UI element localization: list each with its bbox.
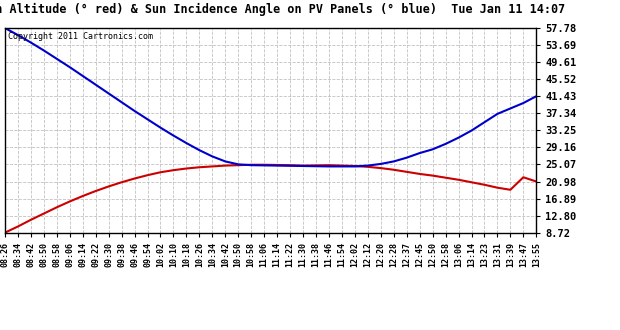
Text: Sun Altitude (° red) & Sun Incidence Angle on PV Panels (° blue)  Tue Jan 11 14:: Sun Altitude (° red) & Sun Incidence Ang… xyxy=(0,3,565,16)
Text: Copyright 2011 Cartronics.com: Copyright 2011 Cartronics.com xyxy=(7,32,153,41)
